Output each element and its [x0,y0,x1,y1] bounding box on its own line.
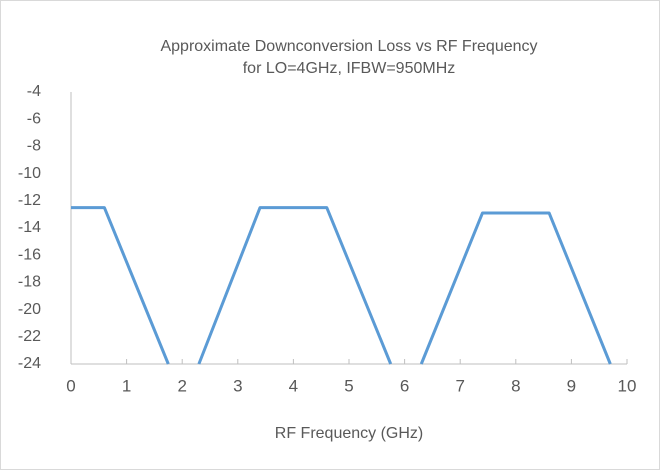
y-tick-label: -8 [27,138,41,155]
y-tick-label: -16 [18,246,41,263]
x-tick-label: 6 [400,376,409,395]
y-tick-label: -4 [27,83,41,100]
x-tick-label: 0 [66,376,75,395]
x-axis-label: RF Frequency (GHz) [275,425,423,442]
x-tick-label: 2 [177,376,186,395]
y-tick-label: -14 [18,219,41,236]
y-tick-label: -18 [18,274,41,291]
chart-title: Approximate Downconversion Loss vs RF Fr… [160,38,537,55]
y-tick-label: -22 [18,328,41,345]
y-tick-label: -12 [18,192,41,209]
data-line [71,206,612,365]
x-tick-label: 3 [233,376,242,395]
x-tick-label: 5 [344,376,353,395]
x-tick-label: 8 [511,376,520,395]
y-tick-label: -20 [18,301,41,318]
chart-subtitle: for LO=4GHz, IFBW=950MHz [243,60,456,77]
y-tick-label: -10 [18,165,41,182]
x-tick-label: 9 [567,376,576,395]
x-tick-label: 10 [618,376,637,395]
x-tick-label: 4 [289,376,298,395]
y-tick-label: -6 [27,110,41,127]
y-tick-label: -24 [18,355,41,372]
x-tick-label: 7 [455,376,464,395]
x-tick-label: 1 [122,376,131,395]
